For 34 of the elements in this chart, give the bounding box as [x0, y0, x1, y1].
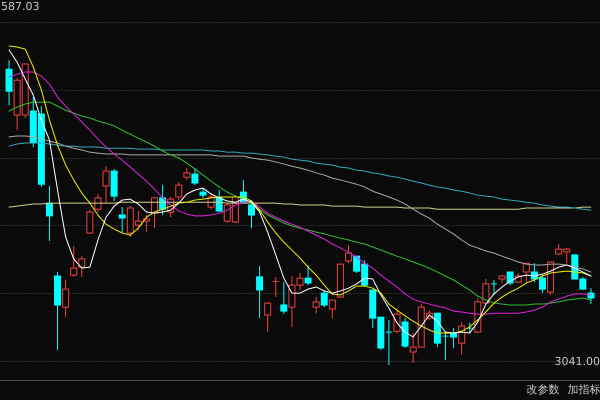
candlestick [320, 290, 328, 308]
candlestick [118, 206, 126, 233]
candlestick [312, 296, 320, 314]
candlestick [522, 262, 530, 283]
candlestick [78, 256, 86, 278]
candlestick [94, 193, 102, 212]
text: 587.03 [1, 0, 40, 13]
candlestick [304, 264, 312, 286]
candlestick [46, 186, 53, 242]
candlestick [200, 188, 207, 198]
candlestick [587, 288, 594, 305]
candlestick [272, 276, 280, 298]
candlestick [6, 60, 13, 106]
text: 加指标 [568, 383, 600, 396]
annotation: 3041.00 [554, 355, 600, 368]
candlestick [183, 168, 190, 180]
candlestick [466, 322, 474, 334]
candlestick [458, 322, 466, 356]
candlestick [344, 244, 352, 264]
candlestick [102, 166, 110, 204]
candlestick [256, 265, 264, 319]
candlestick [280, 282, 288, 315]
candlestick [175, 182, 182, 201]
candlestick [70, 246, 78, 278]
candlestick [328, 300, 336, 319]
candlestick [191, 168, 198, 186]
candlestick [62, 279, 70, 318]
candlestick [264, 301, 272, 333]
candlestick [248, 200, 256, 229]
candlestick [86, 210, 94, 234]
candlestick [506, 272, 514, 286]
text: 改参数 [526, 383, 560, 396]
candlestick [490, 279, 498, 296]
candlestick [393, 308, 400, 334]
